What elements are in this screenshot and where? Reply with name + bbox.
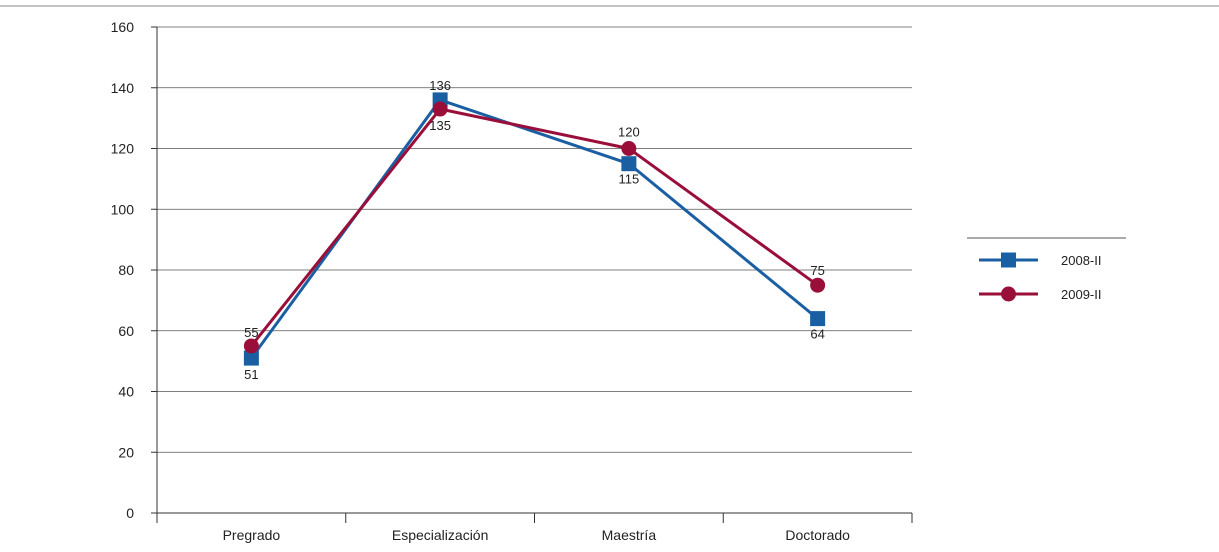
- marker-square: [621, 156, 637, 172]
- legend-marker-circle: [1001, 286, 1016, 302]
- data-label: 115: [619, 172, 640, 187]
- x-category-label: Doctorado: [785, 527, 850, 543]
- legend-label: 2008-II: [1061, 253, 1101, 268]
- marker-circle: [810, 277, 826, 293]
- x-axis-ticks: Pregrado Especialización Maestría Doctorado: [156, 513, 913, 543]
- data-label: 136: [429, 78, 451, 93]
- y-tick-label: 80: [118, 262, 134, 278]
- y-tick-label: 0: [126, 505, 134, 521]
- y-tick-label: 120: [111, 141, 135, 157]
- data-label: 55: [244, 325, 258, 340]
- series-layer: [243, 92, 826, 366]
- y-tick-label: 40: [118, 384, 134, 400]
- gridlines: [157, 26, 912, 453]
- y-tick-label: 60: [118, 323, 134, 339]
- data-labels: 51 55 136 135 115 120 64 75: [244, 78, 825, 382]
- legend-label: 2009-II: [1061, 287, 1101, 302]
- data-label: 75: [810, 263, 824, 278]
- marker-circle: [243, 338, 259, 354]
- y-tick-label: 160: [111, 19, 135, 35]
- marker-circle: [621, 141, 637, 156]
- marker-square: [810, 311, 826, 327]
- legend: 2008-II 2009-II: [967, 237, 1126, 302]
- series-line-2008-II: [250, 98, 819, 359]
- data-label: 135: [429, 118, 451, 133]
- x-category-label: Maestría: [602, 527, 657, 543]
- legend-marker-square: [1001, 252, 1016, 268]
- y-tick-label: 140: [111, 80, 135, 96]
- y-tick-label: 20: [118, 444, 134, 460]
- marker-circle: [432, 101, 448, 117]
- data-label: 51: [244, 367, 258, 382]
- data-label: 120: [618, 125, 640, 140]
- series-line-2009-II: [250, 107, 819, 347]
- y-axis-ticks: 0 20 40 60 80 100 120 140 160: [111, 19, 157, 521]
- data-label: 64: [810, 327, 824, 342]
- marker-square: [243, 350, 259, 366]
- y-tick-label: 100: [111, 201, 135, 217]
- x-category-label: Pregrado: [223, 527, 281, 543]
- x-category-label: Especialización: [392, 527, 489, 543]
